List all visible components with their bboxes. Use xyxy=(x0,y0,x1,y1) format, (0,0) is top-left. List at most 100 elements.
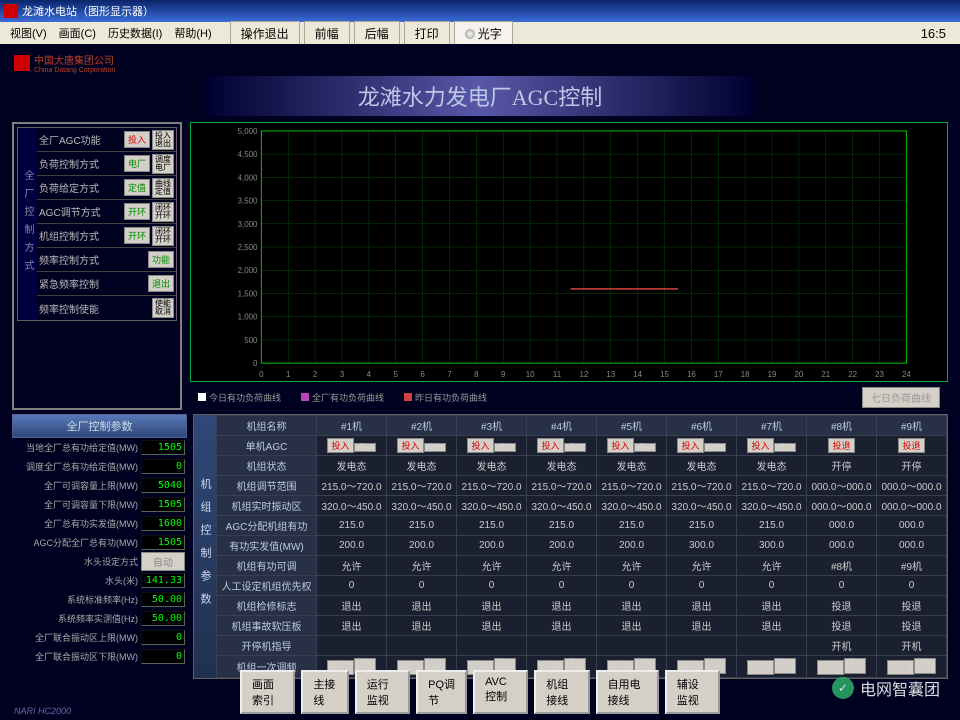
unit-cell: 投入退出 xyxy=(737,436,807,456)
nav-button[interactable]: 辅设监视 xyxy=(665,670,720,714)
mode-toggle-button[interactable]: 闭环开环 xyxy=(152,226,174,246)
unit-cell-button[interactable]: 投入 xyxy=(467,438,493,453)
unit-cell: 215.0 xyxy=(387,516,457,536)
nav-button[interactable]: 自用电接线 xyxy=(596,670,659,714)
unit-cell: 发电态 xyxy=(387,456,457,476)
param-value[interactable]: 5040 xyxy=(141,478,185,493)
unit-cell-button[interactable]: 退出 xyxy=(564,443,586,452)
unit-cell: 215.0 xyxy=(597,516,667,536)
param-value[interactable]: 自动 xyxy=(141,552,185,571)
unit-cell-button[interactable]: 退出 xyxy=(634,443,656,452)
mode-toggle-button[interactable]: 调度电厂 xyxy=(152,154,174,174)
svg-text:2: 2 xyxy=(313,370,317,379)
toolbar-button[interactable]: 后幅 xyxy=(354,21,400,46)
nav-button[interactable]: 运行监视 xyxy=(355,670,410,714)
svg-text:19: 19 xyxy=(768,370,777,379)
toolbar-button[interactable]: 前幅 xyxy=(304,21,350,46)
param-row: 全厂联合振动区下限(MW)0 xyxy=(12,647,187,666)
unit-cell-button[interactable]: 退出 xyxy=(494,443,516,452)
param-value[interactable]: 1505 xyxy=(141,440,185,455)
unit-cell: 215.0～720.0 xyxy=(737,476,807,496)
mode-toggle-button[interactable]: 曲线定值 xyxy=(152,178,174,198)
mode-row: 紧急频率控制退出 xyxy=(37,272,176,296)
param-value[interactable]: 141.33 xyxy=(141,573,185,588)
menu-item[interactable]: 历史数据(I) xyxy=(102,26,168,42)
unit-cell-button[interactable]: 退出 xyxy=(704,443,726,452)
param-panel: 全厂控制参数 当地全厂总有功给定值(MW)1505调度全厂总有功给定值(MW)0… xyxy=(12,414,187,679)
mode-row: 频率控制方式功能 xyxy=(37,248,176,272)
mode-toggle-button[interactable]: 使能取消 xyxy=(152,298,174,318)
unit-cell-button[interactable]: 退出 xyxy=(354,443,376,452)
mode-status-badge[interactable]: 功能 xyxy=(148,251,174,268)
unit-cell-button[interactable]: 投入 xyxy=(607,438,633,453)
menu-item[interactable]: 帮助(H) xyxy=(168,26,217,42)
param-value[interactable]: 1505 xyxy=(141,497,185,512)
unit-table-panel: 机组控制参数 机组名称#1机#2机#3机#4机#5机#6机#7机#8机#9机单机… xyxy=(193,414,948,679)
param-row: 全厂可调容量上限(MW)5040 xyxy=(12,476,187,495)
unit-cell-button[interactable]: 投入 xyxy=(747,438,773,453)
unit-cell: 000.0～000.0 xyxy=(807,476,877,496)
param-value[interactable]: 1505 xyxy=(141,535,185,550)
unit-cell: #9机 xyxy=(877,556,947,576)
param-value[interactable]: 0 xyxy=(141,649,185,664)
unit-cell-button[interactable]: 退出 xyxy=(747,660,773,675)
unit-cell-button[interactable]: 投入 xyxy=(537,438,563,453)
svg-text:0: 0 xyxy=(259,370,264,379)
param-value[interactable]: 50.00 xyxy=(141,592,185,607)
nav-button[interactable]: AVC控制 xyxy=(473,670,528,714)
param-value[interactable]: 50.00 xyxy=(141,611,185,626)
svg-text:0: 0 xyxy=(253,359,258,368)
unit-cell: 投退 xyxy=(807,596,877,616)
unit-cell-button[interactable]: 退出 xyxy=(424,443,446,452)
menu-item[interactable]: 画面(C) xyxy=(53,26,102,42)
unit-cell: 200.0 xyxy=(527,536,597,556)
param-row: 水头(米)141.33 xyxy=(12,571,187,590)
unit-cell-button[interactable]: 投退 xyxy=(828,438,854,453)
unit-cell-button[interactable]: 投退 xyxy=(817,660,843,675)
nav-button[interactable]: 画面索引 xyxy=(240,670,295,714)
menu-item[interactable]: 视图(V) xyxy=(4,26,53,42)
unit-cell-button[interactable]: 投退 xyxy=(887,660,913,675)
nav-button[interactable]: 机组接线 xyxy=(534,670,589,714)
svg-text:22: 22 xyxy=(848,370,857,379)
nav-button[interactable]: PQ调节 xyxy=(416,670,467,714)
svg-text:2,500: 2,500 xyxy=(238,243,258,252)
unit-cell: 允许 xyxy=(667,556,737,576)
unit-cell xyxy=(597,636,667,656)
unit-cell xyxy=(457,636,527,656)
svg-text:4,000: 4,000 xyxy=(238,173,258,182)
unit-cell: 退出 xyxy=(737,596,807,616)
mode-status-badge[interactable]: 退出 xyxy=(148,275,174,292)
seven-day-button[interactable]: 七日负荷曲线 xyxy=(862,387,940,408)
unit-cell-button[interactable]: 退出 xyxy=(774,443,796,452)
param-row: 全厂可调容量下限(MW)1505 xyxy=(12,495,187,514)
toolbar-button[interactable]: 光字 xyxy=(454,21,513,46)
param-value[interactable]: 0 xyxy=(141,630,185,645)
param-value[interactable]: 1600 xyxy=(141,516,185,531)
mode-status-badge[interactable]: 电厂 xyxy=(124,155,150,172)
svg-text:5,000: 5,000 xyxy=(238,127,258,136)
svg-text:3,500: 3,500 xyxy=(238,197,258,206)
svg-text:10: 10 xyxy=(526,370,535,379)
unit-cell-button[interactable]: 投入 xyxy=(677,438,703,453)
mode-toggle-button[interactable]: 投入退出 xyxy=(152,130,174,150)
unit-cell-button[interactable]: 投入退出 xyxy=(844,658,866,674)
param-value[interactable]: 0 xyxy=(141,459,185,474)
unit-cell-button[interactable]: 投入 xyxy=(327,438,353,453)
mode-status-badge[interactable]: 投入 xyxy=(124,131,150,148)
toolbar-button[interactable]: 打印 xyxy=(404,21,450,46)
mode-status-badge[interactable]: 开环 xyxy=(124,203,150,220)
mode-toggle-button[interactable]: 闭环开环 xyxy=(152,202,174,222)
param-row: 全厂总有功实发值(MW)1600 xyxy=(12,514,187,533)
unit-cell-button[interactable]: 投退 xyxy=(898,438,924,453)
corp-logo: 中国大唐集团公司 China Datang Corporation xyxy=(6,50,954,76)
unit-cell xyxy=(387,636,457,656)
toolbar-button[interactable]: 操作退出 xyxy=(230,21,300,46)
unit-cell-button[interactable]: 投入退出 xyxy=(914,658,936,674)
unit-cell-button[interactable]: 投入 xyxy=(397,438,423,453)
unit-cell-button[interactable]: 投入退出 xyxy=(774,658,796,674)
nav-button[interactable]: 主接线 xyxy=(301,670,348,714)
mode-status-badge[interactable]: 定值 xyxy=(124,179,150,196)
mode-status-badge[interactable]: 开环 xyxy=(124,227,150,244)
unit-cell: 300.0 xyxy=(737,536,807,556)
